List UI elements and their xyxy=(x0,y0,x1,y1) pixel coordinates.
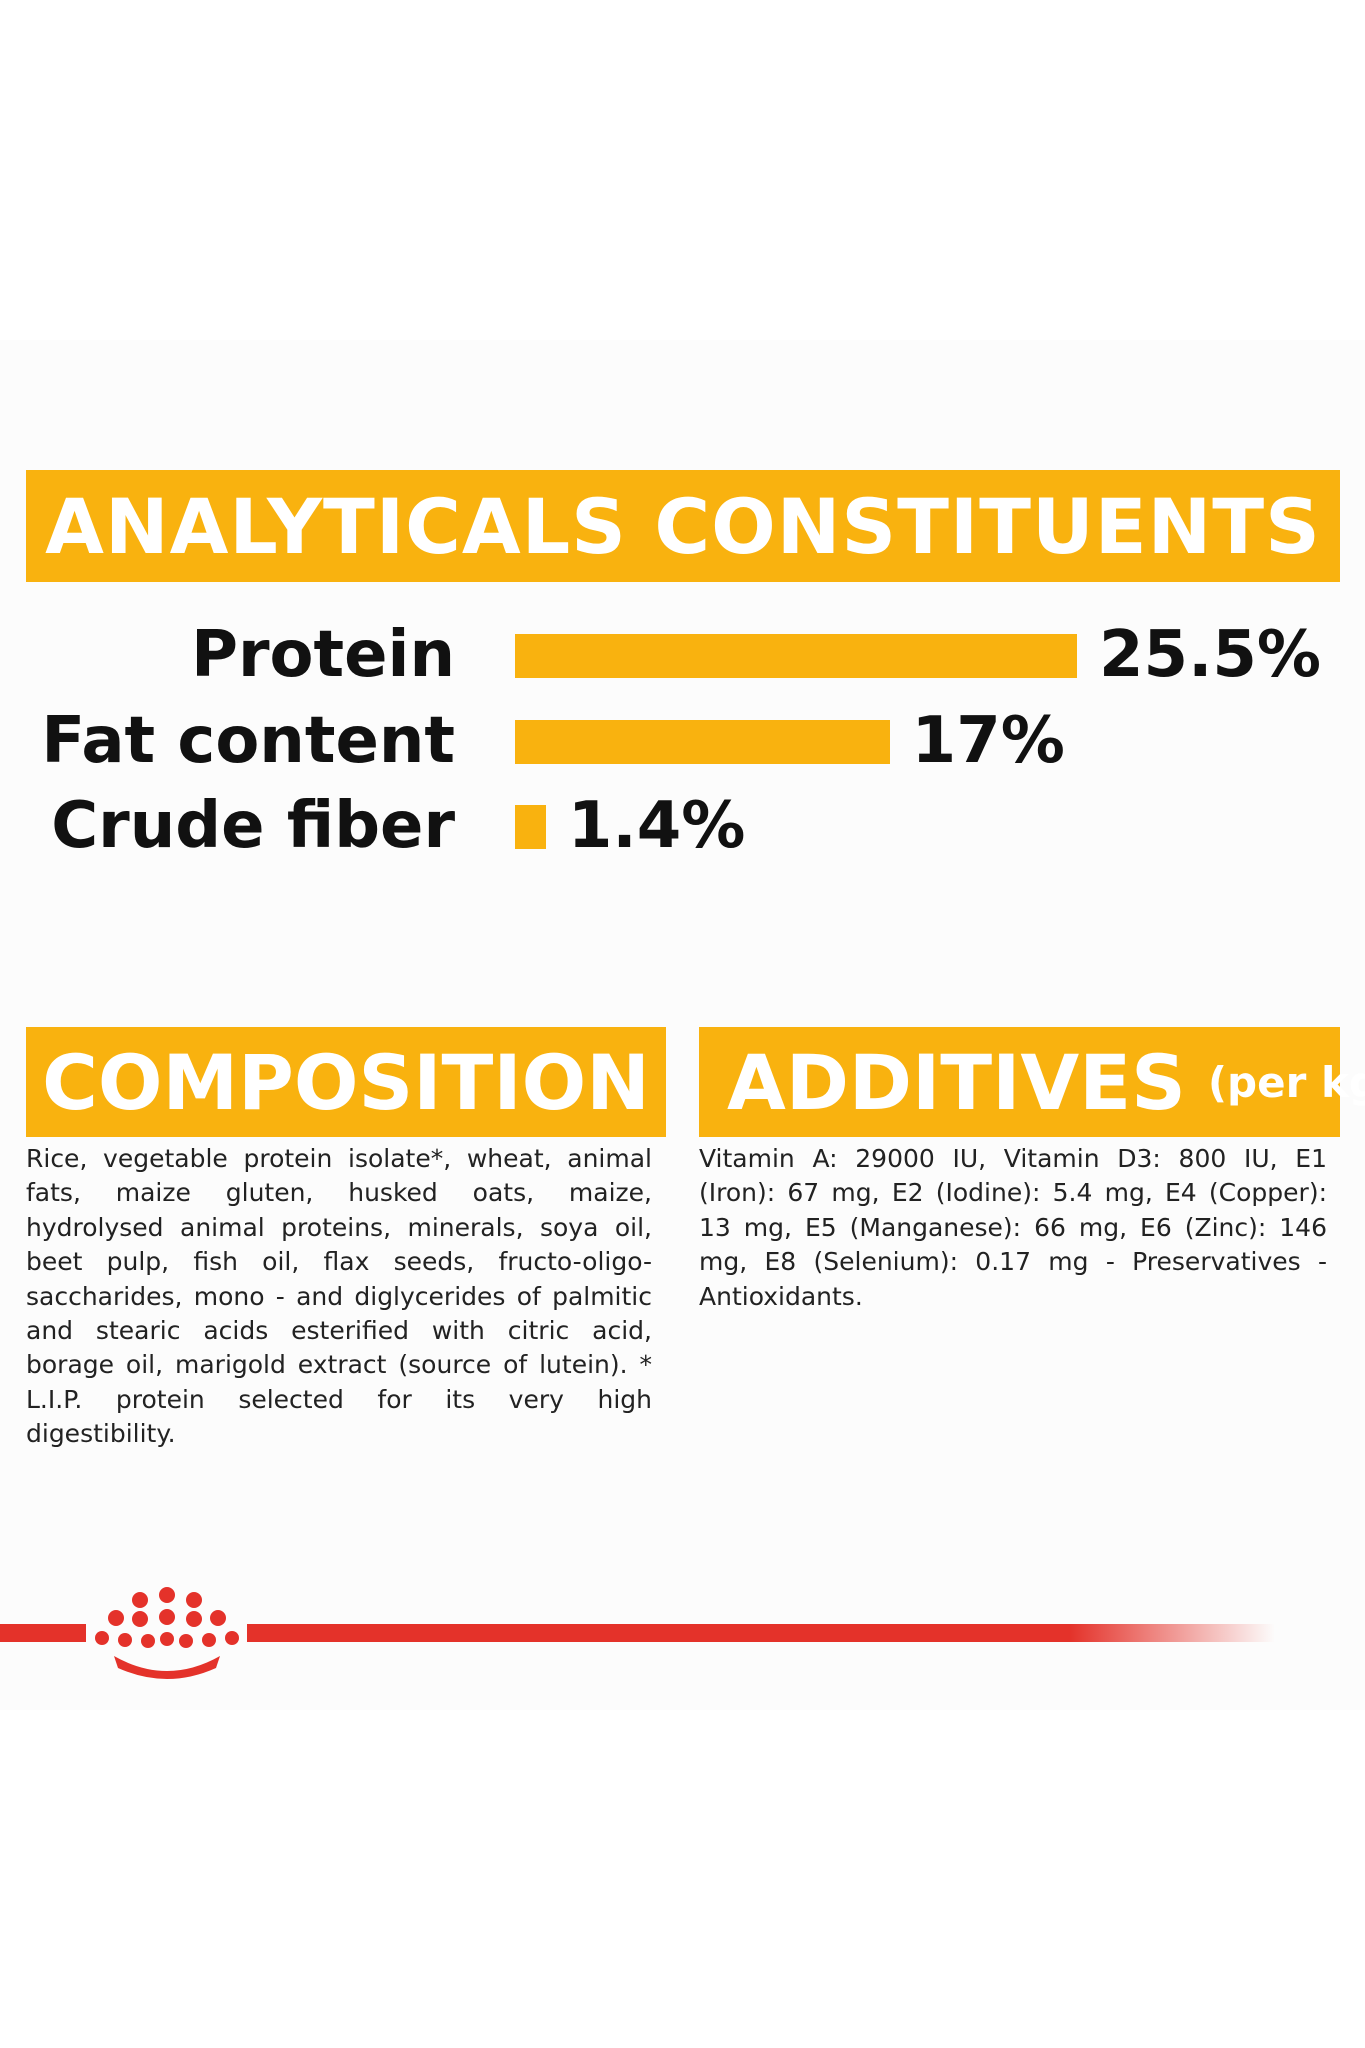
protein-label: Protein xyxy=(191,618,455,692)
brand-rule-right xyxy=(247,1624,1275,1642)
additives-unit: (per kg) xyxy=(1207,1057,1365,1107)
additives-text: Vitamin A: 29000 IU, Vitamin D3: 800 IU,… xyxy=(699,1144,1327,1311)
protein-bar xyxy=(515,634,1077,678)
crude-fiber-value: 1.4% xyxy=(567,789,746,863)
additives-title: ADDITIVES xyxy=(727,1037,1186,1127)
crude-fiber-label: Crude fiber xyxy=(51,789,455,863)
fat-content-label: Fat content xyxy=(41,704,455,778)
fat-content-value: 17% xyxy=(911,704,1065,778)
analytics-title: ANALYTICALS CONSTITUENTS xyxy=(26,470,1340,582)
crude-fiber-bar xyxy=(515,805,546,849)
protein-value: 25.5% xyxy=(1099,618,1322,692)
composition-text: Rice, vegetable protein isolate*, wheat,… xyxy=(26,1144,652,1449)
brand-rule-left xyxy=(0,1624,86,1642)
fat-content-bar xyxy=(515,720,890,764)
composition-title: COMPOSITION xyxy=(26,1027,666,1137)
crown-icon xyxy=(95,1587,239,1679)
additives-header: ADDITIVES (per kg) xyxy=(699,1027,1365,1137)
